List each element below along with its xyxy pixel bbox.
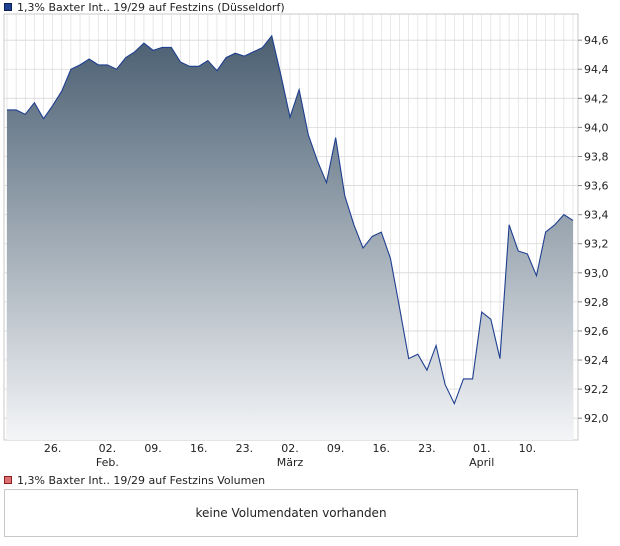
price-series-line — [7, 34, 574, 406]
y-tick-label: 92,4 — [584, 354, 609, 367]
no-volume-message: keine Volumendaten vorhanden — [195, 506, 387, 520]
volume-panel: keine Volumendaten vorhanden — [4, 489, 578, 537]
x-month-label: April — [469, 456, 494, 469]
y-tick-label: 92,6 — [584, 325, 609, 338]
x-tick-label: 23. — [418, 442, 436, 455]
x-tick-label: 16. — [190, 442, 208, 455]
x-tick-label: 02. — [99, 442, 117, 455]
x-tick-label: 09. — [144, 442, 162, 455]
price-chart: 92,0 92,2 92,4 92,6 92,8 93,0 93,2 93,4 93,6 93,8… — [3, 13, 609, 469]
x-month-label: März — [277, 456, 304, 469]
y-tick-label: 94,6 — [584, 34, 609, 47]
x-month-label: Feb. — [96, 456, 119, 469]
x-tick-label: 01. — [473, 442, 491, 455]
price-area-fill — [7, 35, 573, 441]
y-tick-label: 93,6 — [584, 180, 609, 193]
y-tick-label: 93,4 — [584, 209, 609, 222]
x-tick-label: 10. — [519, 442, 537, 455]
x-tick-label: 16. — [373, 442, 391, 455]
y-tick-label: 93,2 — [584, 238, 609, 251]
y-tick-label: 94,0 — [584, 121, 609, 134]
price-legend-label: 1,3% Baxter Int.. 19/29 auf Festzins (Dü… — [17, 0, 285, 14]
y-tick-label: 93,8 — [584, 150, 609, 163]
price-legend: 1,3% Baxter Int.. 19/29 auf Festzins (Dü… — [4, 0, 285, 14]
y-tick-label: 92,2 — [584, 383, 609, 396]
volume-legend: 1,3% Baxter Int.. 19/29 auf Festzins Vol… — [4, 473, 265, 487]
y-tick-label: 92,8 — [584, 296, 609, 309]
y-tick-label: 94,4 — [584, 63, 609, 76]
price-series-swatch — [4, 3, 12, 11]
x-tick-label: 02. — [281, 442, 299, 455]
y-tick-label: 92,0 — [584, 412, 609, 425]
y-tick-label: 94,2 — [584, 92, 609, 105]
x-tick-label: 26. — [44, 442, 62, 455]
x-tick-label: 23. — [236, 442, 254, 455]
volume-series-swatch — [4, 476, 12, 484]
x-tick-label: 09. — [327, 442, 345, 455]
y-tick-label: 93,0 — [584, 267, 609, 280]
volume-legend-label: 1,3% Baxter Int.. 19/29 auf Festzins Vol… — [17, 473, 266, 487]
